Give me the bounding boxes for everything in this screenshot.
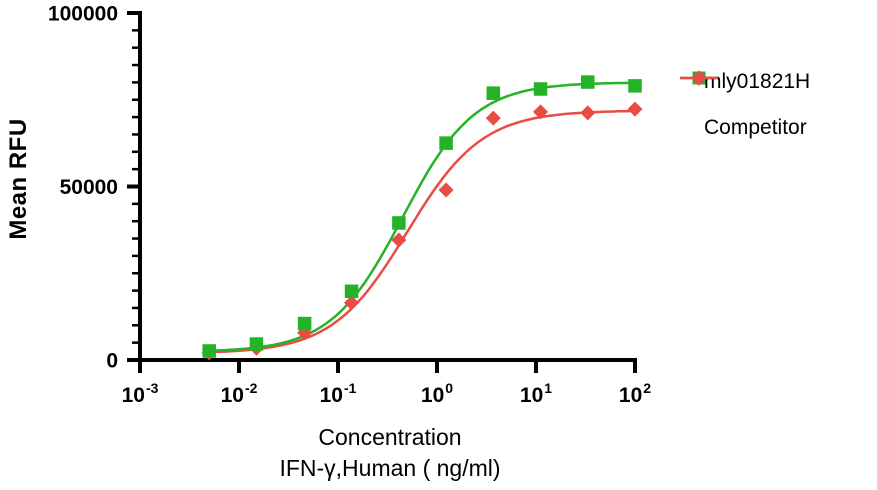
data-point-square	[202, 344, 216, 358]
data-point-diamond	[580, 105, 596, 121]
data-point-square	[344, 284, 359, 299]
y-tick-label: 100000	[48, 2, 118, 25]
data-point-diamond	[391, 232, 407, 248]
data-point-square	[628, 79, 642, 93]
x-tick-label: 102	[619, 380, 651, 407]
data-point-square	[439, 136, 453, 150]
x-tick-label: 10-1	[320, 380, 357, 407]
data-point-diamond	[485, 110, 501, 126]
data-point-square	[581, 75, 595, 89]
x-axis-title-line1: Concentration	[318, 424, 462, 450]
y-tick-label: 50000	[60, 176, 118, 199]
x-axis-title: Concentration IFN-γ,Human ( ng/ml)	[140, 422, 640, 484]
fit-curve-Competitor	[209, 109, 635, 354]
data-point-diamond	[533, 104, 549, 120]
x-tick-label: 10-3	[122, 380, 159, 407]
x-tick-label: 100	[421, 380, 453, 407]
data-point-square	[392, 216, 406, 230]
legend-label-mly01821H: mly01821H	[704, 70, 811, 93]
data-point-square	[297, 316, 312, 331]
legend: mly01821H Competitor	[679, 68, 810, 142]
red-diamond-marker-icon	[680, 70, 718, 86]
data-point-square	[486, 86, 501, 100]
legend-item-competitor: Competitor	[679, 70, 810, 142]
data-point-diamond	[344, 295, 360, 311]
legend-label-competitor: Competitor	[704, 116, 807, 139]
y-axis-title: Mean RFU	[5, 118, 32, 240]
data-point-square	[533, 82, 548, 96]
x-tick-label: 10-2	[221, 380, 258, 407]
data-point-square	[249, 337, 264, 351]
x-tick-label: 101	[520, 380, 552, 407]
data-point-diamond	[627, 101, 643, 117]
fit-curve-mly01821H	[209, 81, 636, 353]
y-tick-label: 0	[106, 349, 118, 372]
data-point-diamond	[438, 182, 454, 198]
x-axis-title-line2: IFN-γ,Human ( ng/ml)	[279, 455, 501, 481]
